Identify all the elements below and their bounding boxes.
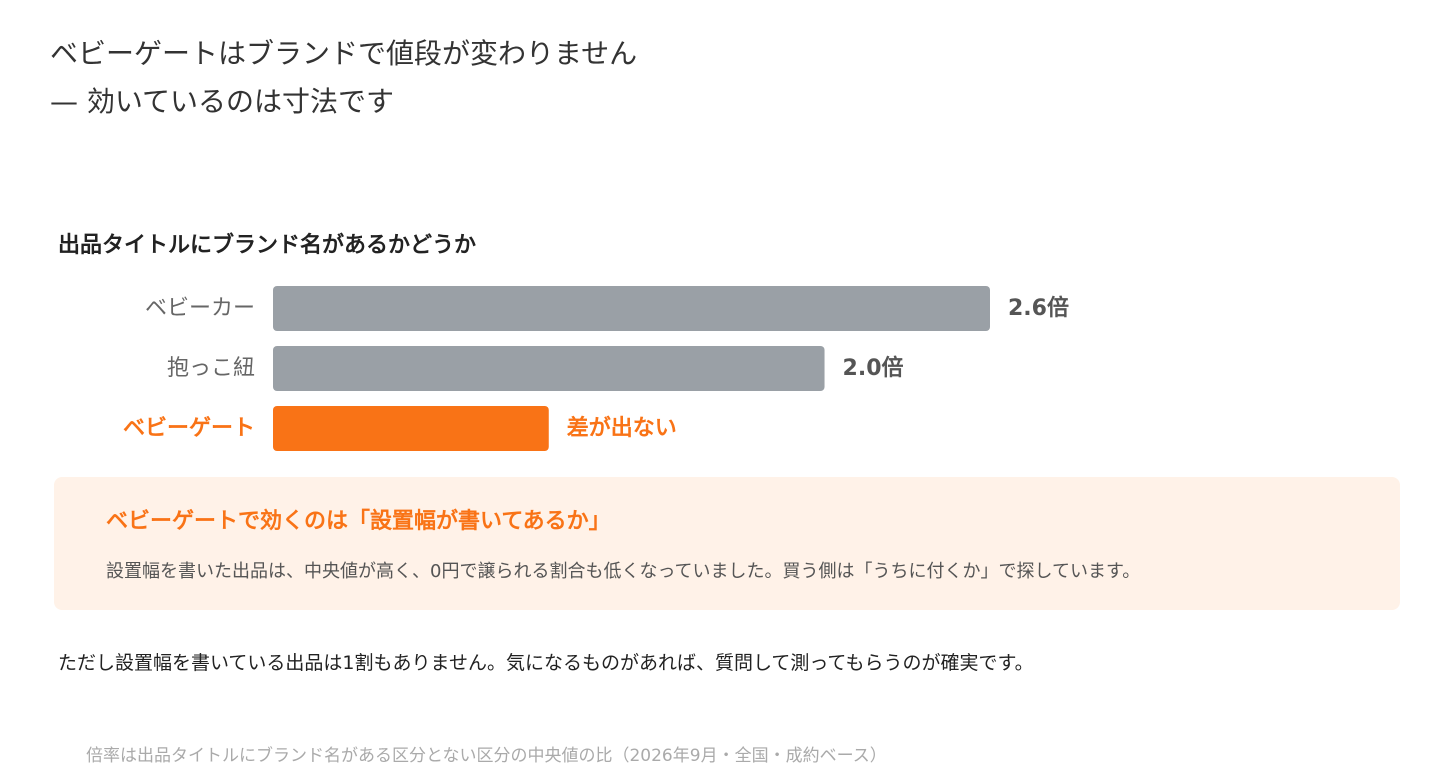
- bar-row-1: [273, 286, 990, 331]
- value-label-row-1: 2.6倍: [1008, 295, 1069, 321]
- source-note: 倍率は出品タイトルにブランド名がある区分とない区分の中央値の比（2026年9月・…: [86, 746, 887, 766]
- bar-row-2: [273, 346, 825, 391]
- category-label-row-1: ベビーカー: [145, 296, 255, 321]
- footnote-text: ただし設置幅を書いている出品は1割もありません。気になるものがあれば、質問して測…: [58, 652, 1034, 674]
- bar-row-3: [273, 406, 549, 451]
- value-label-row-3: 差が出ない: [567, 415, 677, 441]
- callout-title: ベビーゲートで効くのは「設置幅が書いてあるか」: [106, 509, 611, 534]
- page-title: ベビーゲートはブランドで値段が変わりません — 効いているのは寸法です: [50, 30, 637, 126]
- bar-chart: ベビーカー 2.6倍抱っこ紐 2.0倍ベビーゲート 差が出ない: [0, 280, 1440, 460]
- page-title-line2: — 効いているのは寸法です: [50, 85, 395, 118]
- category-label-row-2: 抱っこ紐: [167, 356, 255, 381]
- chart-heading: 出品タイトルにブランド名があるかどうか: [58, 233, 477, 258]
- page-title-line1: ベビーゲートはブランドで値段が変わりません: [50, 37, 638, 70]
- value-label-row-2: 2.0倍: [843, 355, 904, 381]
- callout-box: ベビーゲートで効くのは「設置幅が書いてあるか」 設置幅を書いた出品は、中央値が高…: [54, 477, 1400, 610]
- callout-body: 設置幅を書いた出品は、中央値が高く、0円で譲られる割合も低くなっていました。買う…: [106, 561, 1141, 582]
- category-label-row-3: ベビーゲート: [123, 416, 255, 441]
